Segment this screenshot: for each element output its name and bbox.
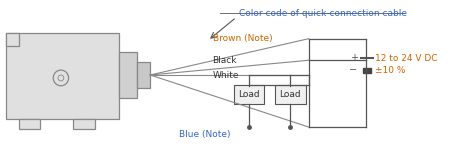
Text: Black: Black bbox=[212, 56, 237, 65]
Circle shape bbox=[58, 75, 64, 81]
Text: Blue (Note): Blue (Note) bbox=[179, 130, 230, 139]
Bar bbox=[275, 85, 306, 104]
Bar bbox=[18, 119, 40, 129]
Text: +: + bbox=[350, 53, 358, 63]
Text: ±10 %: ±10 % bbox=[375, 66, 405, 75]
Polygon shape bbox=[6, 33, 18, 46]
Text: Load: Load bbox=[279, 90, 301, 99]
Text: −: − bbox=[349, 65, 358, 75]
Bar bbox=[137, 62, 150, 88]
Bar bbox=[6, 33, 119, 119]
Text: Brown (Note): Brown (Note) bbox=[212, 34, 272, 43]
Text: White: White bbox=[212, 70, 239, 80]
Text: 12 to 24 V DC: 12 to 24 V DC bbox=[375, 54, 437, 63]
Text: Color code of quick-connection cable: Color code of quick-connection cable bbox=[239, 9, 407, 18]
Bar bbox=[234, 85, 265, 104]
Circle shape bbox=[53, 70, 68, 86]
Text: Load: Load bbox=[238, 90, 260, 99]
Bar bbox=[73, 119, 94, 129]
Bar bbox=[363, 68, 371, 73]
Bar bbox=[119, 52, 137, 98]
